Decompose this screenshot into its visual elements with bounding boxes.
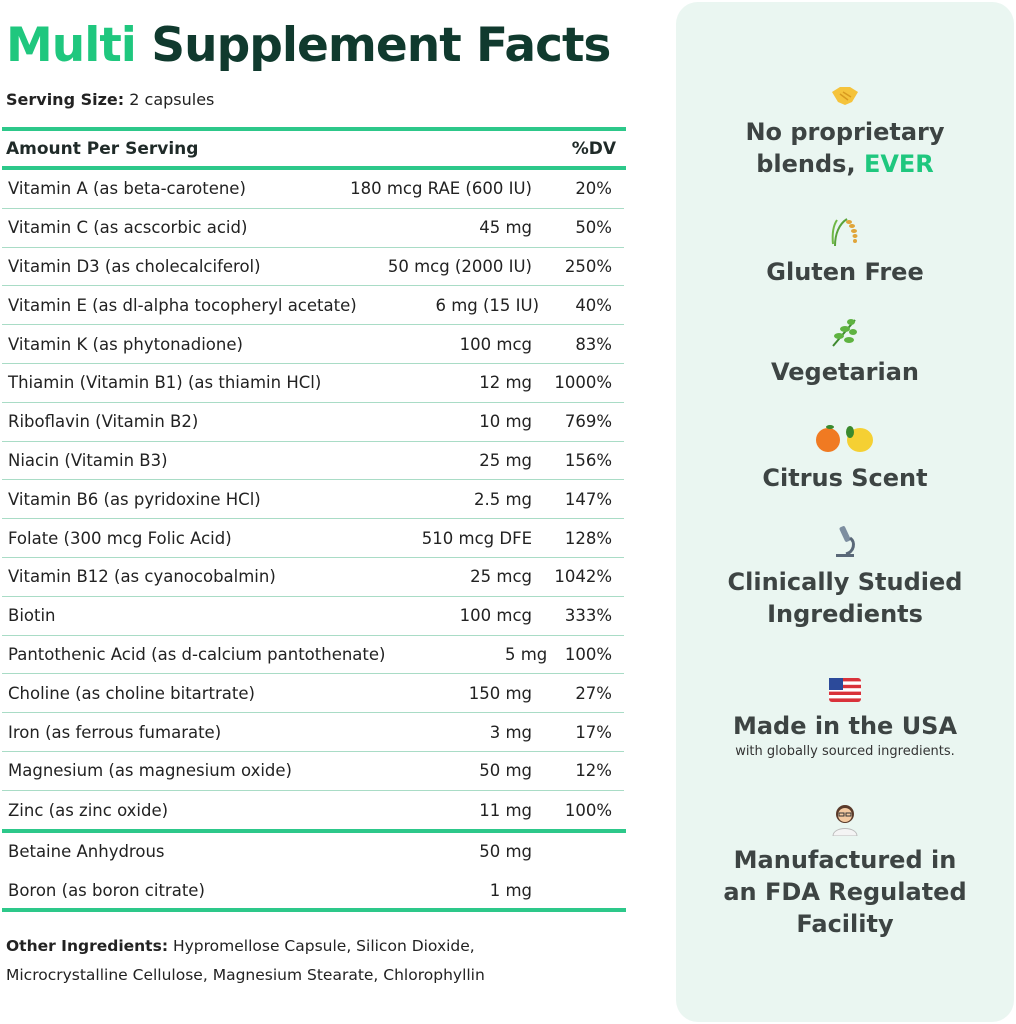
nutrient-name: Thiamin (Vitamin B1) (as thiamin HCl): [8, 373, 322, 393]
feature-gluten-free: Gluten Free: [676, 214, 1014, 288]
microscope-icon: [836, 526, 855, 557]
table-row: Biotin 100 mcg 333%: [2, 597, 624, 636]
nutrient-name: Riboflavin (Vitamin B2): [8, 412, 199, 432]
nutrient-amount: 6 mg (15 IU): [435, 295, 540, 315]
nutrient-dv: 1042%: [554, 567, 612, 587]
handshake-icon: [832, 87, 858, 105]
nutrient-dv: 156%: [564, 450, 612, 470]
nutrient-dv: 50%: [575, 218, 612, 238]
nutrient-name: Zinc (as zinc oxide): [8, 800, 169, 820]
nutrient-dv: 250%: [564, 256, 612, 276]
nutrient-amount: 1 mg: [489, 881, 532, 901]
other-ingredients: Other Ingredients: Hypromellose Capsule,…: [6, 937, 485, 984]
table-header: Amount Per Serving %DV: [6, 139, 616, 159]
nutrient-amount: 50 mcg (2000 IU): [387, 256, 532, 276]
nutrient-name: Niacin (Vitamin B3): [8, 450, 168, 470]
table-row: Niacin (Vitamin B3) 25 mg 156%: [2, 442, 624, 481]
herb-leaf-icon: [832, 319, 857, 347]
nutrient-amount: 3 mg: [489, 722, 532, 742]
nutrient-name: Vitamin D3 (as cholecalciferol): [8, 256, 261, 276]
us-flag-icon: [829, 678, 861, 702]
nutrient-amount: 11 mg: [479, 800, 532, 820]
nutrient-dv: 12%: [575, 761, 612, 781]
nutrient-dv: 20%: [575, 179, 612, 199]
table-row: Zinc (as zinc oxide) 11 mg 100%: [2, 791, 624, 830]
nutrient-dv: 27%: [575, 683, 612, 703]
nutrient-name: Pantothenic Acid (as d-calcium pantothen…: [8, 644, 386, 664]
nutrient-amount: 150 mg: [468, 683, 532, 703]
nutrient-amount: 45 mg: [479, 218, 532, 238]
features-panel: No proprietary blends, EVER Gluten Free V…: [676, 2, 1014, 1022]
divider: [2, 829, 626, 833]
scientist-icon: [832, 805, 858, 836]
feature-no-proprietary: No proprietary blends, EVER: [676, 84, 1014, 180]
nutrient-amount: 10 mg: [479, 412, 532, 432]
nutrient-dv: 128%: [564, 528, 612, 548]
nutrient-amount: 50 mg: [479, 842, 532, 862]
table-row: Magnesium (as magnesium oxide) 50 mg 12%: [2, 752, 624, 791]
table-row: Folate (300 mcg Folic Acid) 510 mcg DFE 12…: [2, 519, 624, 558]
nutrient-name: Vitamin E (as dl-alpha tocopheryl acetat…: [8, 295, 357, 315]
nutrient-name: Betaine Anhydrous: [8, 842, 165, 862]
table-row: Vitamin B6 (as pyridoxine HCl) 2.5 mg 147%: [2, 480, 624, 520]
nutrient-dv: 83%: [575, 334, 612, 354]
table-row: Vitamin K (as phytonadione) 100 mcg 83%: [2, 325, 624, 364]
table-row: Vitamin D3 (as cholecalciferol) 50 mcg (2…: [2, 248, 624, 287]
table-row: Vitamin B12 (as cyanocobalmin) 25 mcg 1042…: [2, 558, 624, 597]
nutrient-dv: 17%: [575, 722, 612, 742]
table-row: Choline (as choline bitartrate) 150 mg 27%: [2, 674, 624, 714]
nutrient-amount: 5 mg: [504, 644, 548, 664]
nutrient-name: Vitamin C (as acscorbic acid): [8, 218, 248, 238]
nutrient-amount: 50 mg: [479, 761, 532, 781]
feature-fda-facility: Manufactured in an FDA Regulated Facility: [676, 802, 1014, 940]
table-row: Vitamin A (as beta-carotene) 180 mcg RAE …: [2, 170, 624, 209]
feature-made-in-usa: Made in the USA with globally sourced in…: [676, 678, 1014, 759]
rice-wheat-icon: [831, 218, 858, 247]
nutrient-amount: 100 mcg: [459, 606, 532, 626]
nutrient-name: Boron (as boron citrate): [8, 881, 205, 901]
nutrient-amount: 180 mcg RAE (600 IU): [350, 179, 532, 199]
nutrient-name: Folate (300 mcg Folic Acid): [8, 528, 232, 548]
nutrient-amount: 25 mcg: [470, 567, 532, 587]
feature-citrus: Citrus Scent: [676, 422, 1014, 494]
serving-size: Serving Size: 2 capsules: [6, 90, 215, 109]
table-row: Pantothenic Acid (as d-calcium pantothen…: [2, 636, 624, 675]
nutrient-dv: 40%: [575, 295, 612, 315]
nutrient-table: Vitamin A (as beta-carotene) 180 mcg RAE …: [2, 170, 624, 910]
divider: [2, 908, 626, 912]
table-row: Iron (as ferrous fumarate) 3 mg 17%: [2, 713, 624, 752]
divider: [2, 127, 626, 131]
feature-vegetarian: Vegetarian: [676, 316, 1014, 388]
nutrient-dv: 333%: [564, 606, 612, 626]
table-row: Vitamin E (as dl-alpha tocopheryl acetat…: [2, 286, 624, 326]
nutrient-name: Vitamin B6 (as pyridoxine HCl): [8, 489, 261, 509]
nutrient-name: Vitamin K (as phytonadione): [8, 334, 243, 354]
nutrient-amount: 12 mg: [479, 373, 532, 393]
nutrient-name: Biotin: [8, 606, 56, 626]
divider: [2, 166, 626, 170]
nutrient-name: Iron (as ferrous fumarate): [8, 722, 222, 742]
page-title: Multi Supplement Facts: [6, 18, 611, 73]
table-row: Vitamin C (as acscorbic acid) 45 mg 50%: [2, 209, 624, 248]
nutrient-name: Vitamin B12 (as cyanocobalmin): [8, 567, 276, 587]
table-row: Boron (as boron citrate) 1 mg: [2, 871, 624, 910]
nutrient-name: Magnesium (as magnesium oxide): [8, 761, 292, 781]
feature-clinically-studied: Clinically Studied Ingredients: [676, 524, 1014, 630]
nutrient-amount: 510 mcg DFE: [421, 528, 532, 548]
citrus-icon: [816, 425, 873, 452]
nutrient-dv: 1000%: [554, 373, 612, 393]
nutrient-amount: 2.5 mg: [473, 489, 532, 509]
table-row: Riboflavin (Vitamin B2) 10 mg 769%: [2, 403, 624, 442]
table-row: Thiamin (Vitamin B1) (as thiamin HCl) 12 …: [2, 364, 624, 403]
nutrient-dv: 769%: [564, 412, 612, 432]
nutrient-name: Choline (as choline bitartrate): [8, 683, 255, 703]
table-row: Betaine Anhydrous 50 mg: [2, 833, 624, 872]
nutrient-dv: 100%: [564, 800, 612, 820]
nutrient-amount: 25 mg: [479, 450, 532, 470]
nutrient-amount: 100 mcg: [459, 334, 532, 354]
nutrient-dv: 100%: [564, 644, 612, 664]
nutrient-dv: 147%: [564, 489, 612, 509]
nutrient-name: Vitamin A (as beta-carotene): [8, 179, 246, 199]
